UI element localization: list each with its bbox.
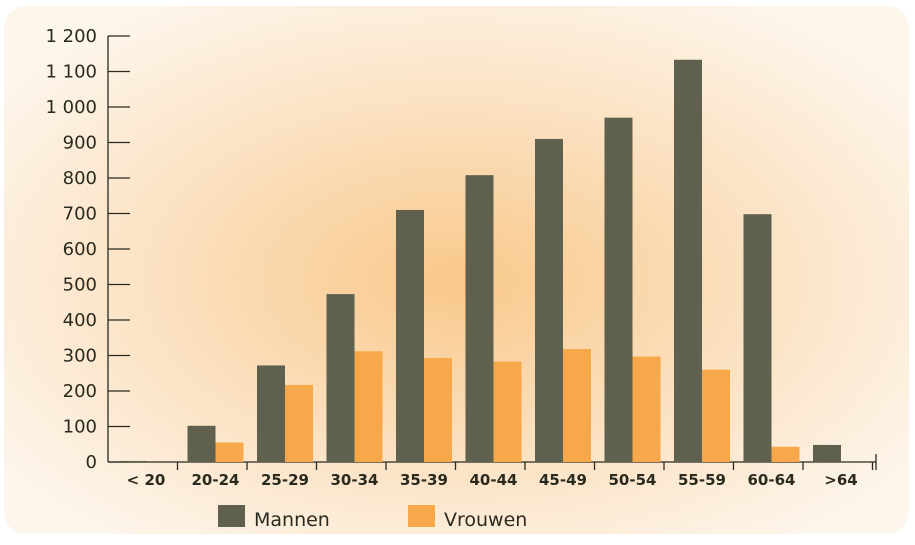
y-tick-label: 200 — [63, 381, 97, 402]
x-tick-label: 45-49 — [539, 471, 587, 489]
bar-mannen — [187, 425, 216, 462]
bar-mannen — [326, 294, 355, 462]
bar-vrouwen — [771, 446, 800, 462]
x-tick-label: 50-54 — [609, 471, 657, 489]
bar-vrouwen — [493, 361, 522, 462]
x-tick-label: 55-59 — [678, 471, 726, 489]
bar-mannen — [813, 444, 841, 462]
bar-mannen — [674, 59, 702, 462]
bar-mannen — [257, 365, 285, 462]
x-tick-label: 30-34 — [331, 471, 379, 489]
x-tick-label: 25-29 — [261, 471, 309, 489]
y-tick-label: 300 — [63, 346, 97, 367]
y-tick-label: 600 — [63, 239, 97, 260]
bar-mannen — [535, 138, 563, 462]
bar-mannen — [465, 175, 494, 462]
bar-vrouwen — [424, 357, 452, 462]
y-tick-label: 400 — [63, 310, 97, 331]
y-tick-label: 500 — [63, 275, 97, 296]
legend-swatch-vrouwen — [408, 505, 435, 527]
y-tick-label: 800 — [63, 168, 97, 189]
y-tick-label: 700 — [63, 204, 97, 225]
x-tick-label: >64 — [824, 471, 857, 489]
bar-mannen — [396, 209, 424, 462]
y-tick-label: 1 100 — [45, 62, 97, 83]
x-tick-label: 35-39 — [400, 471, 448, 489]
x-tick-label: 60-64 — [748, 471, 796, 489]
y-tick-label: 100 — [63, 417, 97, 438]
x-tick-label: 20-24 — [192, 471, 240, 489]
bar-vrouwen — [215, 442, 244, 462]
legend-label-vrouwen: Vrouwen — [444, 509, 527, 531]
x-tick-label: < 20 — [127, 471, 166, 489]
y-tick-label: 900 — [63, 133, 97, 154]
bar-mannen — [743, 214, 772, 462]
bar-vrouwen — [563, 349, 591, 462]
x-tick-label: 40-44 — [470, 471, 518, 489]
bar-vrouwen — [285, 384, 313, 462]
legend-label-mannen: Mannen — [254, 509, 330, 531]
bar-mannen — [604, 117, 633, 463]
y-tick-label: 1 200 — [45, 26, 97, 47]
bar-vrouwen — [702, 369, 730, 462]
bar-vrouwen — [632, 356, 661, 462]
bar-mannen — [118, 460, 146, 462]
bar-vrouwen — [354, 351, 383, 462]
y-tick-label: 1 000 — [45, 97, 97, 118]
y-tick-label: 0 — [86, 452, 97, 473]
legend-swatch-mannen — [218, 505, 245, 527]
